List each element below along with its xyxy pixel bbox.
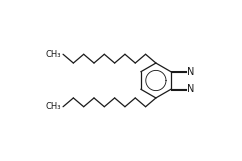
Text: CH₃: CH₃ [46, 50, 61, 59]
Text: N: N [187, 84, 194, 94]
Text: N: N [187, 67, 194, 77]
Text: CH₃: CH₃ [46, 102, 61, 111]
